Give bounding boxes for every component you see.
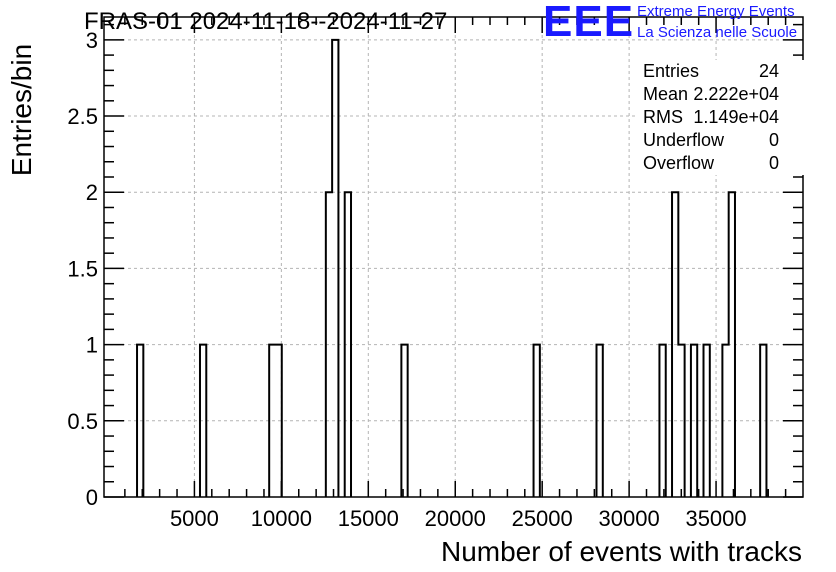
eee-logo: EEE	[543, 0, 635, 46]
x-axis-label: Number of events with tracks	[440, 536, 802, 567]
stat-value: 0	[768, 153, 779, 173]
stat-value: 24	[758, 61, 779, 81]
x-tick-label: 15000	[338, 506, 399, 531]
plot-frame	[103, 16, 804, 498]
x-tick-label: 20000	[425, 506, 486, 531]
stat-value: 2.222e+04	[693, 84, 779, 104]
y-tick-label: 0	[86, 485, 98, 510]
grid-layer	[104, 17, 803, 497]
stat-overflow: Overflow 0	[637, 152, 805, 175]
x-tick-label: 10000	[251, 506, 312, 531]
stats-box: Entries 24 Mean 2.222e+04 RMS 1.149e+04 …	[637, 60, 805, 175]
x-tick-label: 25000	[512, 506, 573, 531]
y-axis-label-text: Entries/bin	[6, 43, 37, 177]
stat-label: Underflow	[643, 130, 725, 150]
histogram-outline	[136, 38, 768, 497]
x-tick-label: 5000	[170, 506, 219, 531]
stat-value: 1.149e+04	[693, 107, 779, 127]
stat-mean: Mean 2.222e+04	[637, 83, 805, 106]
y-tick-label: 1	[86, 333, 98, 358]
x-tick-label: 30000	[599, 506, 660, 531]
tick-labels: 5000 10000 15000 20000 25000 30000 35000 0 0.5 1 1…	[67, 28, 746, 531]
x-tick-label: 35000	[685, 506, 746, 531]
stat-underflow: Underflow 0	[637, 129, 805, 152]
y-tick-label: 1.5	[67, 256, 98, 281]
stat-label: Overflow	[643, 153, 715, 173]
logo-line-2: La Scienza nelle Scuole	[637, 24, 798, 41]
y-tick-label: 2	[86, 180, 98, 205]
stat-rms: RMS 1.149e+04	[637, 106, 805, 129]
stat-value: 0	[768, 130, 779, 150]
stat-entries: Entries 24	[637, 60, 805, 83]
y-tick-label: 3	[86, 28, 98, 53]
stat-label: RMS	[643, 107, 683, 127]
logo-line-1: Extreme Energy Events	[637, 3, 795, 20]
chart-title: FRAS-01 2024-11-18--2024-11-27	[84, 8, 448, 35]
y-tick-label: 2.5	[67, 104, 98, 129]
y-tick-label: 0.5	[67, 409, 98, 434]
stat-label: Mean	[643, 84, 689, 104]
stat-label: Entries	[643, 61, 700, 81]
